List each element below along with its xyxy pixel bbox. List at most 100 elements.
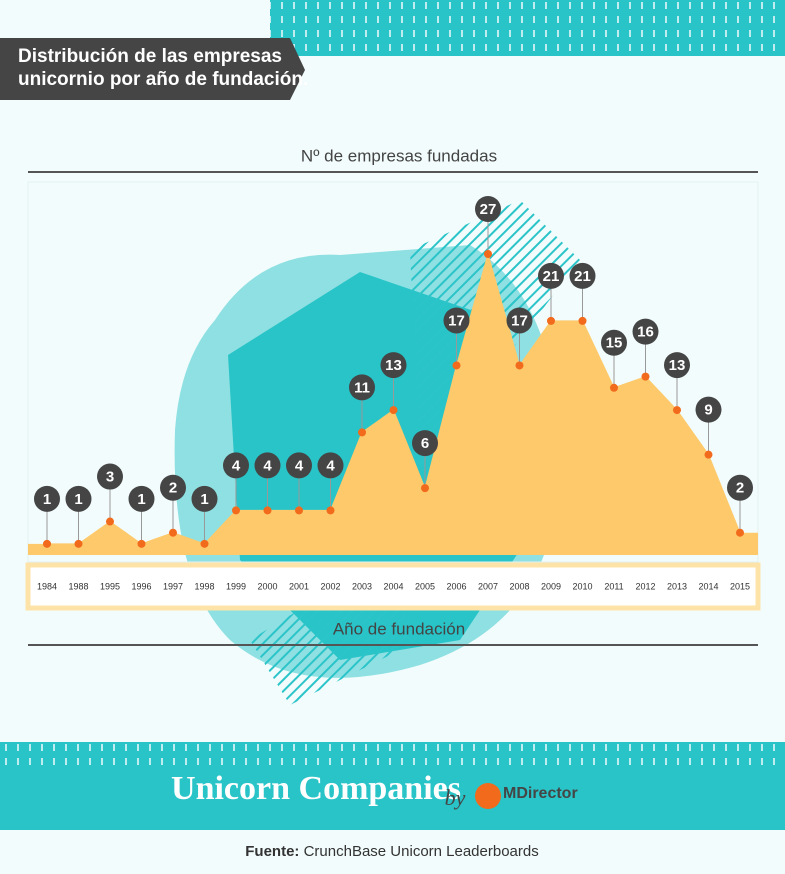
data-point [736, 528, 744, 537]
x-tick-label: 1998 [194, 581, 214, 591]
data-point [295, 506, 303, 515]
data-point [200, 539, 209, 548]
label-badge [317, 452, 344, 479]
x-tick-label: 2000 [257, 581, 277, 591]
label-badge [538, 262, 564, 289]
label-badge [34, 485, 60, 512]
top-band-dots [270, 0, 785, 56]
source-text: CrunchBase Unicorn Leaderboards [304, 843, 539, 860]
x-tick-label: 2011 [604, 581, 623, 591]
source: Fuente: CrunchBase Unicorn Leaderboards [245, 843, 538, 860]
label-badge [286, 452, 312, 479]
x-tick-label: 1999 [226, 581, 246, 591]
x-tick-label: 2009 [541, 581, 561, 591]
data-point [358, 428, 366, 437]
x-tick-label: 1984 [37, 581, 57, 591]
label-badge [695, 396, 722, 423]
data-label: 1 [200, 491, 208, 508]
x-tick-label: 2013 [667, 581, 687, 591]
label-badge [160, 474, 186, 501]
x-tick-label: 2008 [509, 581, 529, 591]
data-point [641, 372, 650, 381]
label-badge [727, 474, 753, 501]
data-point [452, 361, 461, 370]
x-axis-strip [25, 562, 761, 611]
data-point [74, 539, 83, 548]
footer-dots [0, 742, 785, 770]
label-badge [601, 329, 627, 356]
data-point [326, 506, 335, 515]
x-tick-label: 2006 [446, 581, 466, 591]
data-point [421, 484, 429, 493]
data-label: 16 [637, 324, 654, 341]
area-fill [28, 254, 758, 555]
data-label: 1 [137, 491, 145, 508]
x-tick-label: 2003 [352, 581, 372, 591]
label-badge [380, 352, 407, 379]
data-label: 11 [354, 379, 370, 396]
data-label: 4 [263, 457, 272, 474]
data-label: 2 [169, 480, 177, 497]
data-label: 27 [480, 201, 497, 218]
data-point [263, 506, 272, 515]
source-label: Fuente: [245, 843, 299, 860]
x-tick-label: 1988 [68, 581, 88, 591]
x-tick-label: 1997 [163, 581, 183, 591]
data-point [610, 383, 618, 392]
title: Distribución de las empresas [18, 46, 282, 67]
data-point [106, 517, 114, 526]
data-label: 15 [606, 335, 623, 352]
label-badge [65, 485, 92, 512]
footer-by: by [445, 785, 466, 810]
label-badge [506, 307, 533, 334]
x-tick-label: 2004 [383, 581, 403, 591]
data-label: 4 [232, 457, 241, 474]
data-label: 17 [511, 312, 528, 329]
footer-title: Unicorn Companies [171, 770, 461, 807]
data-point [704, 450, 713, 459]
data-label: 13 [669, 357, 686, 374]
data-point [43, 539, 51, 548]
x-tick-label: 2005 [415, 581, 435, 591]
data-label: 21 [543, 268, 560, 285]
data-point [232, 506, 240, 515]
data-label: 4 [326, 457, 335, 474]
x-tick-label: 1995 [100, 581, 120, 591]
data-point [547, 316, 555, 325]
x-tick-label: 2002 [320, 581, 340, 591]
data-label: 9 [704, 402, 712, 419]
data-point [515, 361, 524, 370]
data-label: 4 [295, 457, 304, 474]
data-point [673, 406, 681, 415]
y-axis-label: Nº de empresas fundadas [301, 146, 497, 165]
x-axis-label: Año de fundación [333, 619, 465, 638]
data-label: 13 [385, 357, 402, 374]
data-label: 1 [74, 491, 82, 508]
x-tick-label: 2007 [478, 581, 498, 591]
data-point [389, 406, 398, 415]
label-badge [664, 352, 690, 379]
x-tick-label: 2010 [572, 581, 592, 591]
brand-name: MDirector [503, 785, 578, 802]
data-label: 1 [43, 491, 51, 508]
label-badge [412, 430, 438, 457]
data-label: 17 [448, 312, 465, 329]
title: unicornio por año de fundación. [18, 69, 308, 90]
label-badge [97, 463, 123, 490]
data-point [484, 250, 492, 258]
data-label: 21 [574, 268, 591, 285]
label-badge [128, 485, 155, 512]
x-tick-label: 2015 [730, 581, 750, 591]
x-tick-label: 1996 [131, 581, 151, 591]
data-point [137, 539, 146, 548]
label-badge [632, 318, 659, 345]
data-label: 3 [106, 469, 114, 486]
data-point [578, 316, 587, 325]
x-tick-label: 2012 [635, 581, 655, 591]
label-badge [191, 485, 218, 512]
data-point [169, 528, 177, 537]
x-tick-label: 2014 [698, 581, 718, 591]
label-badge [475, 196, 501, 222]
x-tick-label: 2001 [289, 581, 309, 591]
